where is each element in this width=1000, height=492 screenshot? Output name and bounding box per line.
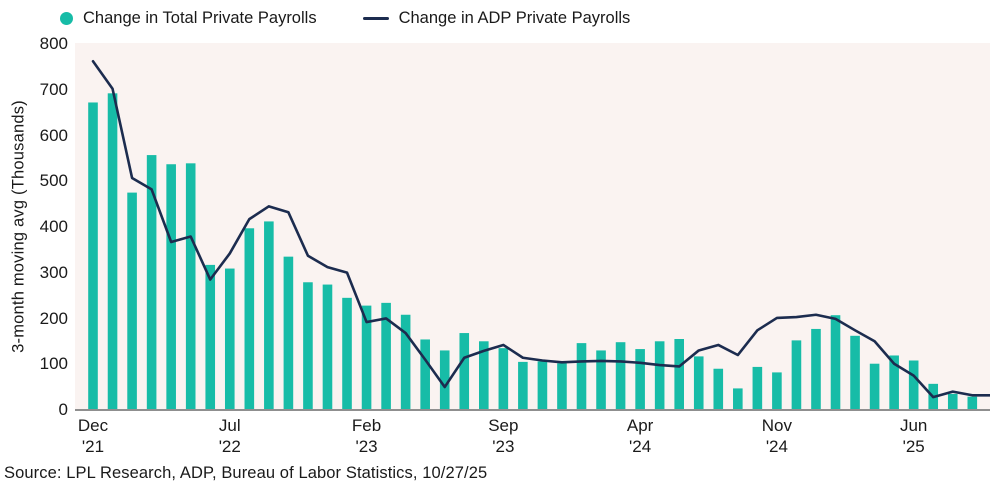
line-series-dash-icon [362,16,389,20]
bar-may25 [889,355,899,409]
y-tick-700: 700 [39,79,68,99]
bar-dec23 [557,363,567,409]
y-tick-800: 800 [39,34,68,53]
x-tick-apr24: Apr '24 [626,416,654,456]
bar-may22 [185,163,196,409]
bar-sep25 [967,396,978,409]
bar-jun23 [439,350,450,409]
bar-aug25 [947,393,958,409]
bar-sep24 [733,388,743,409]
x-tick-dec21: Dec '21 [77,416,109,456]
x-tick-jun25: Jun '25 [899,416,928,456]
bar-oct23 [518,361,528,409]
line-series-label: Change in ADP Private Payrolls [398,8,631,27]
chart-canvas [88,59,990,409]
bar-aug23 [479,341,489,409]
bar-apr23 [400,314,411,409]
bar-aug22 [244,228,255,409]
bar-jun25 [908,360,919,409]
adp-payrolls-line [91,59,990,399]
bar-nov23 [537,361,548,409]
bar-jan23 [342,297,352,409]
bar-may24 [654,341,665,409]
bar-aug24 [713,368,724,409]
bar-series-label: Change in Total Private Payrolls [83,8,317,27]
bar-jun24 [674,339,684,409]
x-tick-jul22: Jul '22 [218,416,241,456]
bar-mar23 [381,302,391,409]
bar-sep22 [264,221,274,409]
bar-mar22 [146,155,157,409]
bar-jul23 [459,333,470,409]
bar-feb25 [830,315,841,409]
y-tick-600: 600 [39,125,68,145]
chart-legend: Change in Total Private Payrolls Change … [60,6,630,30]
x-tick-sep23: Sep '23 [488,416,519,456]
plot-area [75,43,990,411]
x-tick-nov24: Nov '24 [761,416,792,456]
bar-sep23 [498,348,509,409]
bar-jan22 [107,93,118,409]
bar-apr22 [166,164,176,409]
bar-jun22 [205,264,216,409]
bar-dec24 [791,340,802,409]
y-tick-100: 100 [39,354,68,374]
bar-mar25 [850,335,860,409]
bar-feb23 [361,305,372,409]
bar-jul22 [224,268,235,409]
bar-series-dot-icon [60,11,73,25]
y-tick-500: 500 [39,171,68,191]
bar-may23 [420,339,430,409]
bar-oct22 [283,256,294,409]
y-tick-400: 400 [39,217,68,236]
source-note: Source: LPL Research, ADP, Bureau of Lab… [4,464,488,482]
y-tick-200: 200 [39,308,68,328]
bar-feb24 [596,350,606,409]
bar-dec22 [322,284,333,409]
bar-jul24 [693,356,704,409]
bar-mar24 [615,342,626,409]
y-tick-300: 300 [39,262,68,282]
bar-dec21 [88,102,98,409]
bar-apr24 [635,349,645,409]
bar-feb22 [127,192,137,409]
x-tick-feb23: Feb '23 [351,416,382,456]
bar-nov24 [772,372,782,409]
bar-apr25 [869,363,880,409]
bar-jan24 [576,343,587,409]
bar-nov22 [303,282,313,409]
bar-oct24 [752,366,763,409]
y-tick-0: 0 [58,400,68,419]
bar-jan25 [811,328,821,409]
